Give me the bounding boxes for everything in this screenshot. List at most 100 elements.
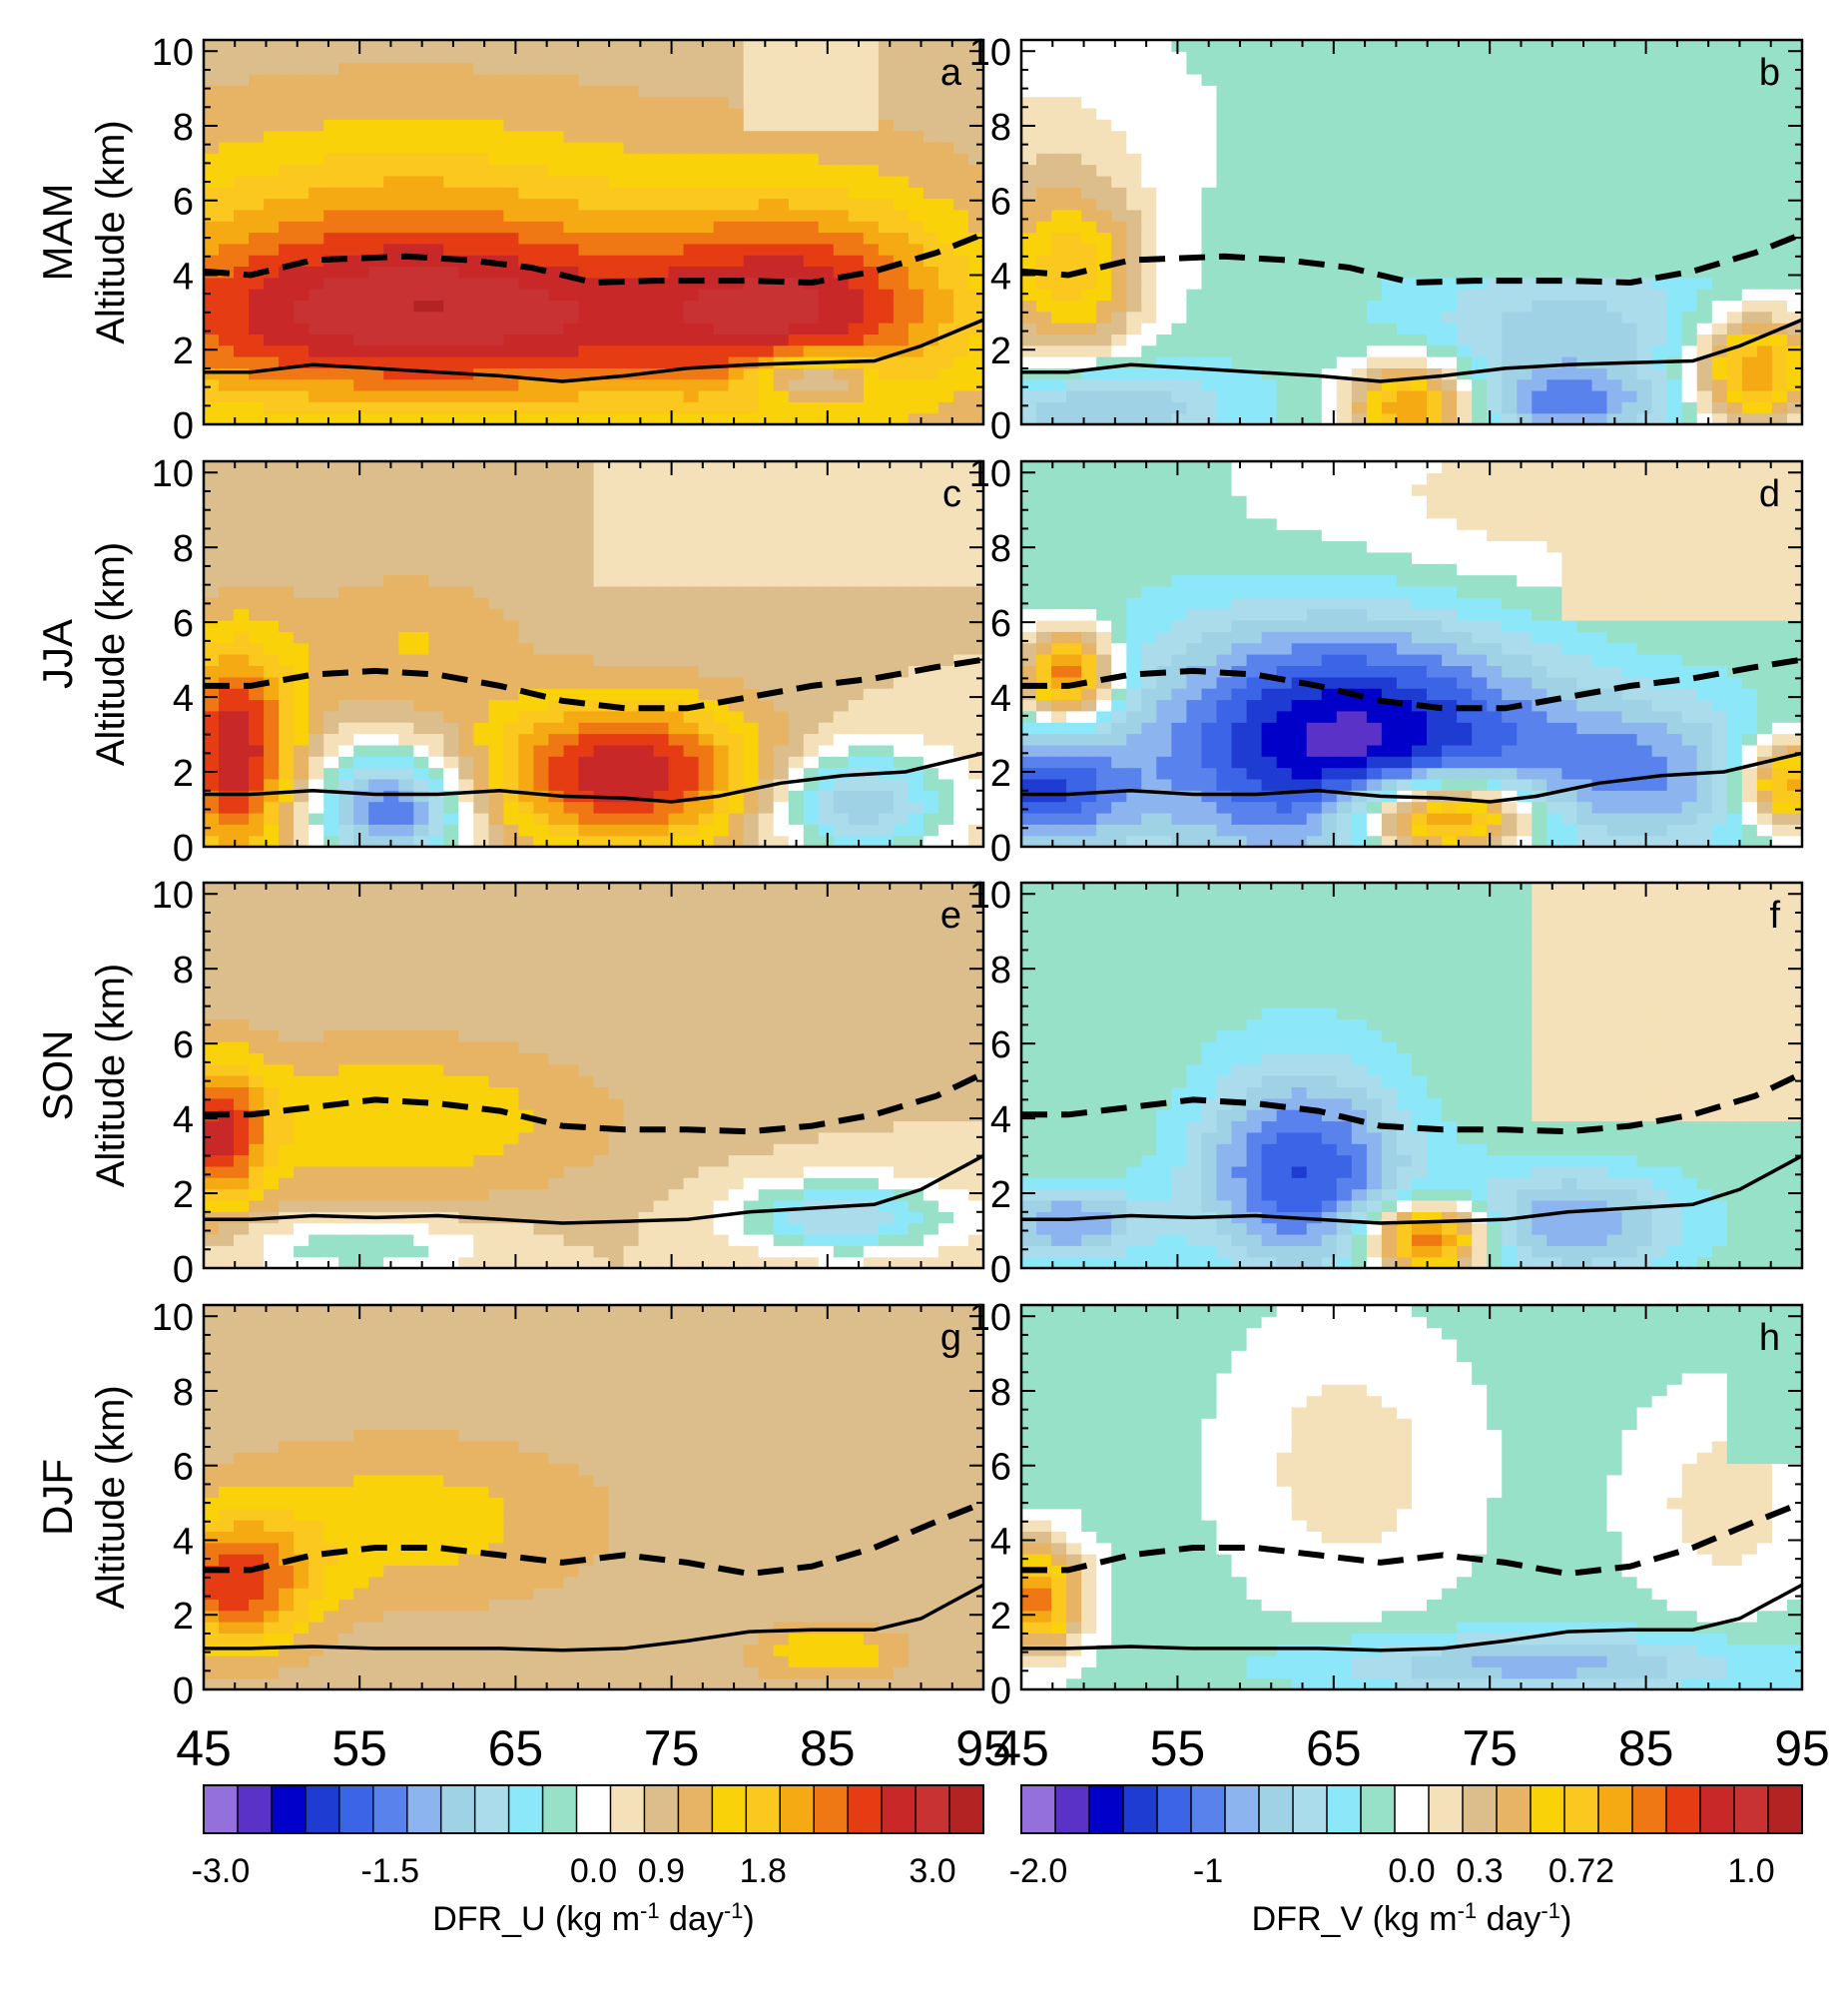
field-cell (653, 642, 670, 655)
field-cell (758, 824, 775, 837)
field-cell (1517, 119, 1533, 132)
field-cell (953, 153, 969, 166)
field-cell (1126, 130, 1142, 143)
field-cell (578, 277, 595, 290)
field-cell (1756, 130, 1773, 143)
field-cell (1561, 130, 1577, 143)
field-cell (743, 597, 760, 610)
field-cell (578, 198, 595, 211)
field-cell (1606, 221, 1623, 234)
field-cell (653, 289, 670, 301)
field-cell (1741, 344, 1758, 357)
field-cell (1621, 85, 1638, 98)
field-cell (323, 74, 339, 86)
field-cell (863, 378, 880, 391)
field-cell (458, 824, 474, 837)
field-cell (818, 367, 835, 380)
field-cell (503, 563, 519, 576)
field-cell (863, 107, 880, 120)
field-cell (1336, 333, 1353, 346)
field-cell (1412, 323, 1428, 334)
field-cell (338, 107, 354, 120)
field-cell (1036, 119, 1052, 132)
field-cell (1726, 311, 1743, 324)
field-cell (1246, 221, 1263, 234)
field-cell (1306, 51, 1323, 64)
field-cell (803, 642, 820, 655)
field-cell (563, 517, 580, 530)
y-tick-label: 2 (173, 331, 194, 372)
field-cell (1696, 266, 1713, 279)
field-cell (1666, 153, 1683, 166)
field-cell (1741, 243, 1758, 256)
field-cell (593, 756, 610, 769)
field-cell (937, 401, 954, 414)
field-cell (353, 51, 369, 64)
field-cell (428, 472, 444, 485)
field-cell (443, 221, 459, 234)
field-cell (488, 688, 504, 701)
field-cell (1366, 378, 1383, 391)
field-cell (473, 243, 489, 256)
field-cell (683, 323, 700, 334)
field-cell (893, 356, 910, 368)
field-cell (863, 289, 880, 301)
field-cell (1457, 333, 1473, 346)
field-cell (818, 378, 835, 391)
field-cell (668, 198, 685, 211)
field-cell (1397, 221, 1413, 234)
field-cell (1487, 62, 1503, 75)
field-cell (803, 563, 820, 576)
field-cell (563, 608, 580, 621)
field-cell (279, 631, 295, 644)
field-cell (803, 344, 820, 357)
field-cell (1231, 164, 1248, 177)
field-cell (503, 722, 519, 735)
field-cell (788, 585, 805, 598)
field-cell (713, 74, 730, 86)
field-cell (1111, 266, 1127, 279)
field-cell (204, 323, 220, 334)
field-cell (608, 495, 625, 508)
field-cell (1756, 390, 1773, 402)
field-cell (1532, 119, 1547, 132)
field-cell (323, 563, 339, 576)
field-cell (1156, 390, 1172, 402)
field-cell (1276, 175, 1293, 188)
field-cell (833, 300, 850, 313)
field-cell (1216, 356, 1233, 368)
field-cell (878, 333, 895, 346)
field-cell (1517, 187, 1533, 200)
field-cell (758, 130, 775, 143)
field-cell (204, 107, 220, 120)
field-cell (668, 563, 685, 576)
field-cell (1126, 232, 1142, 245)
field-cell (1096, 243, 1112, 256)
field-cell (818, 517, 835, 530)
field-cell (1457, 198, 1473, 211)
field-cell (279, 574, 295, 587)
field-cell (1291, 356, 1308, 368)
field-cell (503, 778, 519, 791)
field-cell (1636, 333, 1653, 346)
field-cell (219, 130, 235, 143)
field-cell (1261, 96, 1278, 109)
field-cell (833, 107, 850, 120)
field-cell (1457, 401, 1473, 414)
field-cell (443, 333, 459, 346)
field-cell (803, 495, 820, 508)
field-cell (1216, 243, 1233, 256)
field-cell (608, 221, 625, 234)
field-cell (953, 356, 969, 368)
field-cell (1156, 141, 1172, 154)
field-cell (818, 401, 835, 414)
field-cell (728, 221, 745, 234)
field-cell (473, 756, 489, 769)
field-cell (563, 74, 580, 86)
field-cell (1502, 198, 1518, 211)
field-cell (1472, 141, 1488, 154)
field-cell (1381, 119, 1398, 132)
field-cell (518, 472, 534, 485)
field-cell (323, 289, 339, 301)
field-cell (1111, 333, 1127, 346)
